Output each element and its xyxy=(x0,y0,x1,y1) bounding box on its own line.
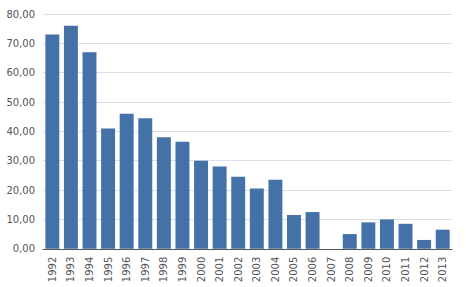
svg-text:1993: 1993 xyxy=(65,257,76,282)
svg-text:70,00: 70,00 xyxy=(6,38,35,49)
svg-text:2003: 2003 xyxy=(251,257,262,282)
svg-text:50,00: 50,00 xyxy=(6,97,35,108)
svg-text:10,00: 10,00 xyxy=(6,214,35,225)
svg-text:2011: 2011 xyxy=(400,257,411,282)
svg-text:1994: 1994 xyxy=(84,257,95,282)
svg-text:80,00: 80,00 xyxy=(6,9,35,20)
svg-text:0,00: 0,00 xyxy=(13,243,35,254)
svg-text:2009: 2009 xyxy=(363,257,374,282)
svg-text:2007: 2007 xyxy=(326,257,337,282)
svg-text:2001: 2001 xyxy=(214,257,225,282)
svg-text:2013: 2013 xyxy=(437,257,448,282)
svg-text:2000: 2000 xyxy=(196,257,207,282)
svg-text:1998: 1998 xyxy=(158,257,169,282)
svg-text:20,00: 20,00 xyxy=(6,185,35,196)
svg-text:1995: 1995 xyxy=(103,257,114,282)
svg-text:1997: 1997 xyxy=(140,257,151,282)
svg-text:2008: 2008 xyxy=(344,257,355,282)
svg-text:60,00: 60,00 xyxy=(6,67,35,78)
svg-text:30,00: 30,00 xyxy=(6,155,35,166)
svg-text:40,00: 40,00 xyxy=(6,126,35,137)
svg-text:1999: 1999 xyxy=(177,257,188,282)
svg-text:2012: 2012 xyxy=(419,257,430,282)
svg-text:2004: 2004 xyxy=(270,257,281,282)
svg-text:2006: 2006 xyxy=(307,257,318,282)
svg-text:2005: 2005 xyxy=(288,257,299,282)
svg-text:1992: 1992 xyxy=(47,257,58,282)
svg-text:1996: 1996 xyxy=(121,257,132,282)
svg-text:2010: 2010 xyxy=(381,257,392,282)
svg-text:2002: 2002 xyxy=(233,257,244,282)
